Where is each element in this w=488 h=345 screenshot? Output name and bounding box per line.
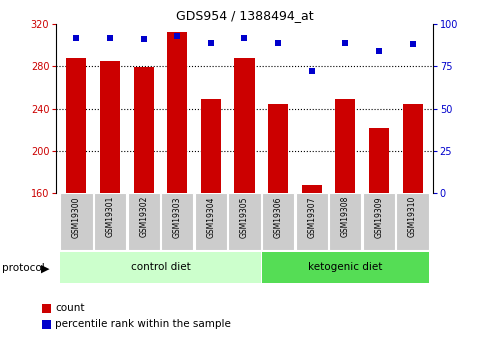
Bar (167, 31, 187, 193)
Bar (66, 58, 86, 193)
Point (341, 40, 348, 46)
Text: GSM19310: GSM19310 (407, 196, 416, 237)
Bar (234, 58, 254, 193)
Bar (267, 105, 287, 193)
Text: control diet: control diet (130, 262, 190, 272)
Text: count: count (55, 303, 84, 313)
Point (140, 37, 147, 42)
Point (72, 35, 80, 40)
Bar (295, 193, 327, 250)
Text: GSM19303: GSM19303 (172, 196, 182, 238)
Bar (328, 193, 361, 250)
Point (408, 42, 416, 47)
Text: GSM19300: GSM19300 (72, 196, 81, 238)
Text: GSM19306: GSM19306 (273, 196, 282, 238)
Bar (262, 252, 428, 283)
Bar (100, 61, 120, 193)
Text: GSM19304: GSM19304 (206, 196, 215, 238)
Bar (335, 99, 355, 193)
Bar (301, 185, 321, 193)
Bar (194, 193, 226, 250)
Bar (368, 128, 388, 193)
Text: ▶: ▶ (41, 264, 50, 273)
Text: GSM19305: GSM19305 (240, 196, 248, 238)
Text: GSM19308: GSM19308 (340, 196, 349, 237)
Point (274, 40, 282, 46)
Bar (60, 252, 260, 283)
Point (240, 35, 248, 40)
Text: GDS954 / 1388494_at: GDS954 / 1388494_at (175, 9, 313, 22)
Bar (42, 320, 51, 329)
Bar (127, 193, 160, 250)
Point (307, 69, 315, 74)
Bar (262, 193, 294, 250)
Text: protocol: protocol (2, 264, 45, 273)
Text: percentile rank within the sample: percentile rank within the sample (55, 319, 230, 329)
Text: GSM19309: GSM19309 (374, 196, 383, 238)
Point (173, 33, 181, 39)
Bar (42, 304, 51, 313)
Bar (94, 193, 126, 250)
Bar (402, 105, 422, 193)
Text: GSM19301: GSM19301 (105, 196, 114, 237)
Text: GSM19302: GSM19302 (139, 196, 148, 237)
Bar (60, 193, 92, 250)
Point (106, 35, 114, 40)
Bar (396, 193, 428, 250)
Point (206, 40, 214, 46)
Point (374, 48, 382, 54)
Text: ketogenic diet: ketogenic diet (307, 262, 382, 272)
Bar (228, 193, 260, 250)
Bar (161, 193, 193, 250)
Bar (362, 193, 394, 250)
Bar (133, 68, 153, 193)
Bar (201, 99, 221, 193)
Text: GSM19307: GSM19307 (306, 196, 316, 238)
